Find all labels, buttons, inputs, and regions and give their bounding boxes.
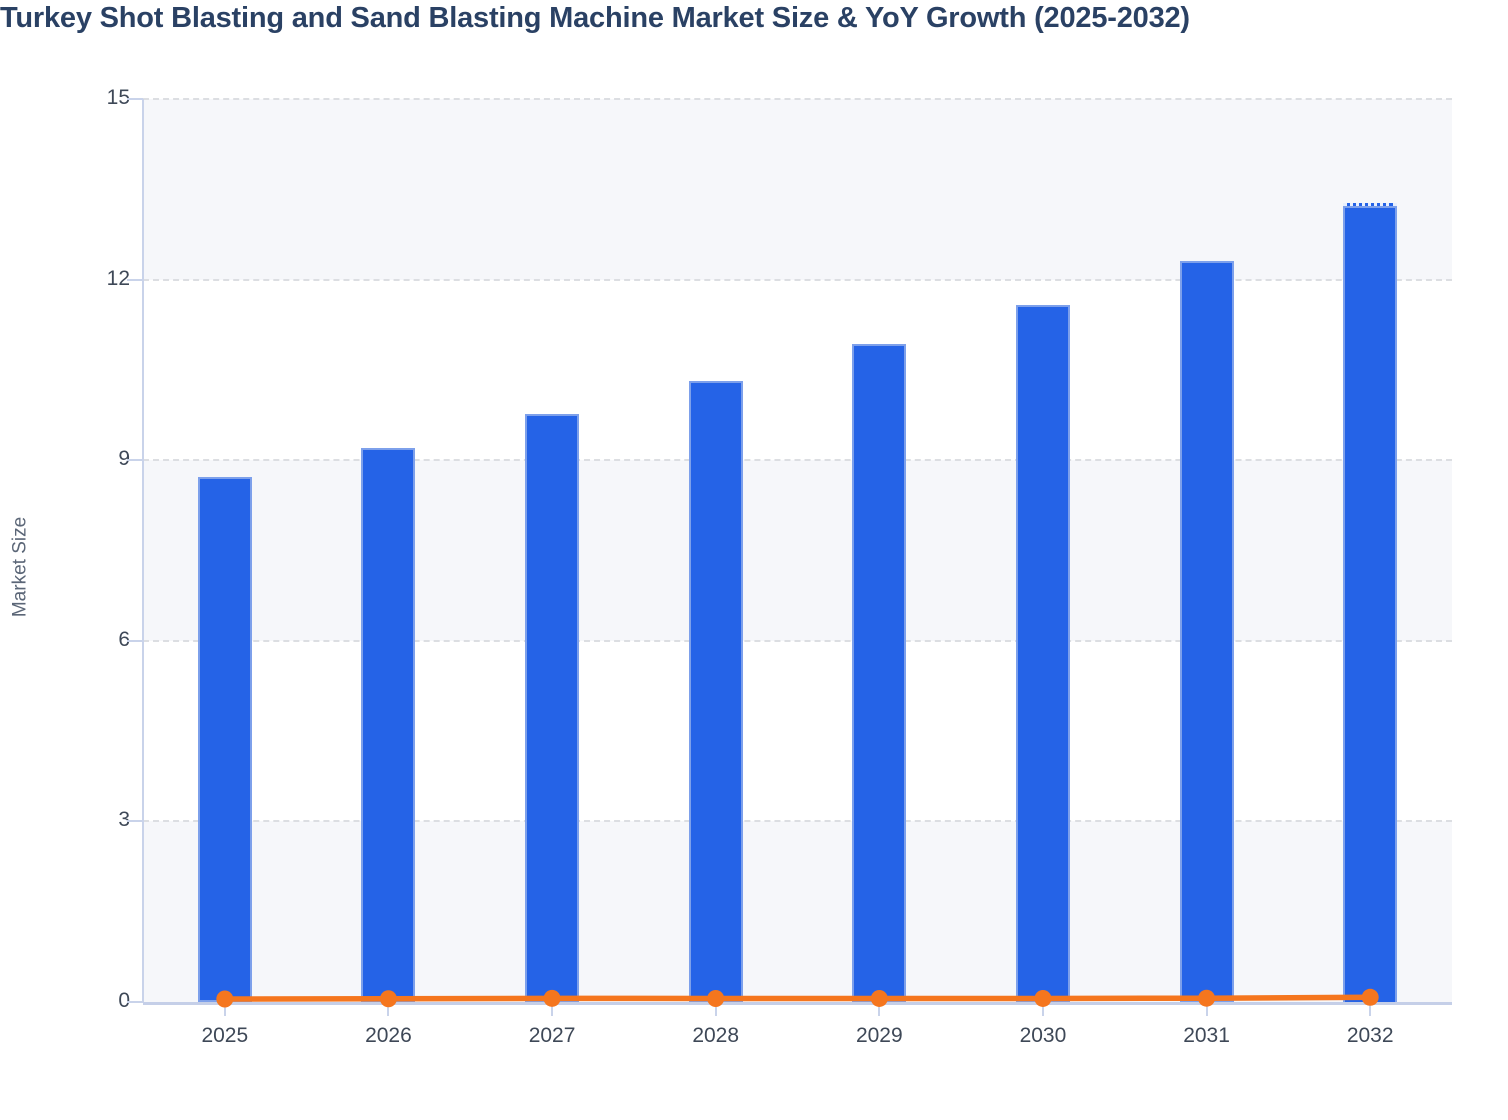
- yoy-growth-marker-2030[interactable]: [1034, 989, 1052, 1007]
- plot-band: [143, 460, 1452, 641]
- x-tick-label-2031: 2031: [1183, 1024, 1230, 1047]
- y-tick-mark-9: [127, 459, 143, 462]
- x-axis-line: [143, 1002, 1452, 1005]
- x-tick-label-2026: 2026: [365, 1024, 412, 1047]
- bar-2025[interactable]: [197, 477, 252, 1002]
- y-tick-label-6: 6: [118, 627, 130, 651]
- y-tick-mark-0: [127, 1001, 143, 1003]
- bar-2031[interactable]: [1179, 260, 1234, 1002]
- y-tick-mark-12: [127, 278, 143, 281]
- yoy-growth-marker-2032[interactable]: [1361, 988, 1379, 1006]
- bar-2032[interactable]: [1343, 203, 1398, 1005]
- x-tick-mark-2027: [551, 1005, 554, 1016]
- gridline-y-15: [143, 98, 1452, 100]
- gridline-y-12: [143, 278, 1452, 281]
- y-tick-mark-3: [127, 820, 143, 823]
- bar-2026[interactable]: [361, 448, 416, 1002]
- yoy-growth-marker-2028[interactable]: [707, 990, 725, 1008]
- x-tick-label-2027: 2027: [528, 1024, 576, 1047]
- yoy-growth-marker-2029[interactable]: [870, 989, 888, 1007]
- y-tick-label-12: 12: [106, 266, 130, 290]
- bar-2029[interactable]: [852, 344, 907, 1002]
- y-tick-label-15: 15: [106, 86, 130, 109]
- x-tick-mark-2029: [878, 1005, 881, 1016]
- x-tick-label-2028: 2028: [692, 1024, 740, 1047]
- x-tick-mark-2026: [387, 1005, 390, 1016]
- yoy-growth-marker-2027[interactable]: [543, 989, 561, 1007]
- yoy-growth-marker-2026[interactable]: [379, 990, 397, 1008]
- x-tick-mark-2031: [1205, 1005, 1208, 1016]
- x-tick-mark-2030: [1041, 1005, 1044, 1016]
- y-tick-label-9: 9: [118, 447, 130, 471]
- gridline-y-9: [143, 459, 1452, 462]
- yoy-growth-marker-2025[interactable]: [216, 990, 234, 1008]
- yoy-growth-line: [222, 994, 1373, 1002]
- y-tick-label-0: 0: [118, 989, 130, 1012]
- gridline-y-3: [143, 820, 1452, 823]
- x-tick-label-2025: 2025: [201, 1024, 249, 1047]
- x-tick-label-2029: 2029: [855, 1024, 903, 1047]
- yoy-growth-line-layer: [216, 988, 1379, 1008]
- bar-2030[interactable]: [1015, 304, 1070, 1002]
- y-tick-label-3: 3: [118, 808, 130, 832]
- yoy-growth-marker-2031[interactable]: [1198, 989, 1216, 1007]
- y-axis-title: Market Size: [9, 516, 31, 618]
- chart-title: Turkey Shot Blasting and Sand Blasting M…: [0, 2, 1190, 34]
- y-tick-mark-15: [127, 98, 143, 100]
- x-tick-mark-2028: [714, 1005, 717, 1016]
- bar-2028[interactable]: [688, 380, 743, 1002]
- bar-2027[interactable]: [525, 414, 580, 1002]
- y-tick-mark-6: [127, 639, 143, 642]
- y-axis-line: [142, 99, 144, 1002]
- x-tick-mark-2025: [223, 1005, 226, 1016]
- gridline-y-6: [143, 639, 1452, 642]
- plot-band: [143, 99, 1452, 280]
- x-tick-label-2032: 2032: [1346, 1024, 1394, 1047]
- x-tick-mark-2032: [1369, 1005, 1372, 1016]
- x-tick-label-2030: 2030: [1019, 1024, 1067, 1047]
- plot-band: [143, 821, 1452, 1002]
